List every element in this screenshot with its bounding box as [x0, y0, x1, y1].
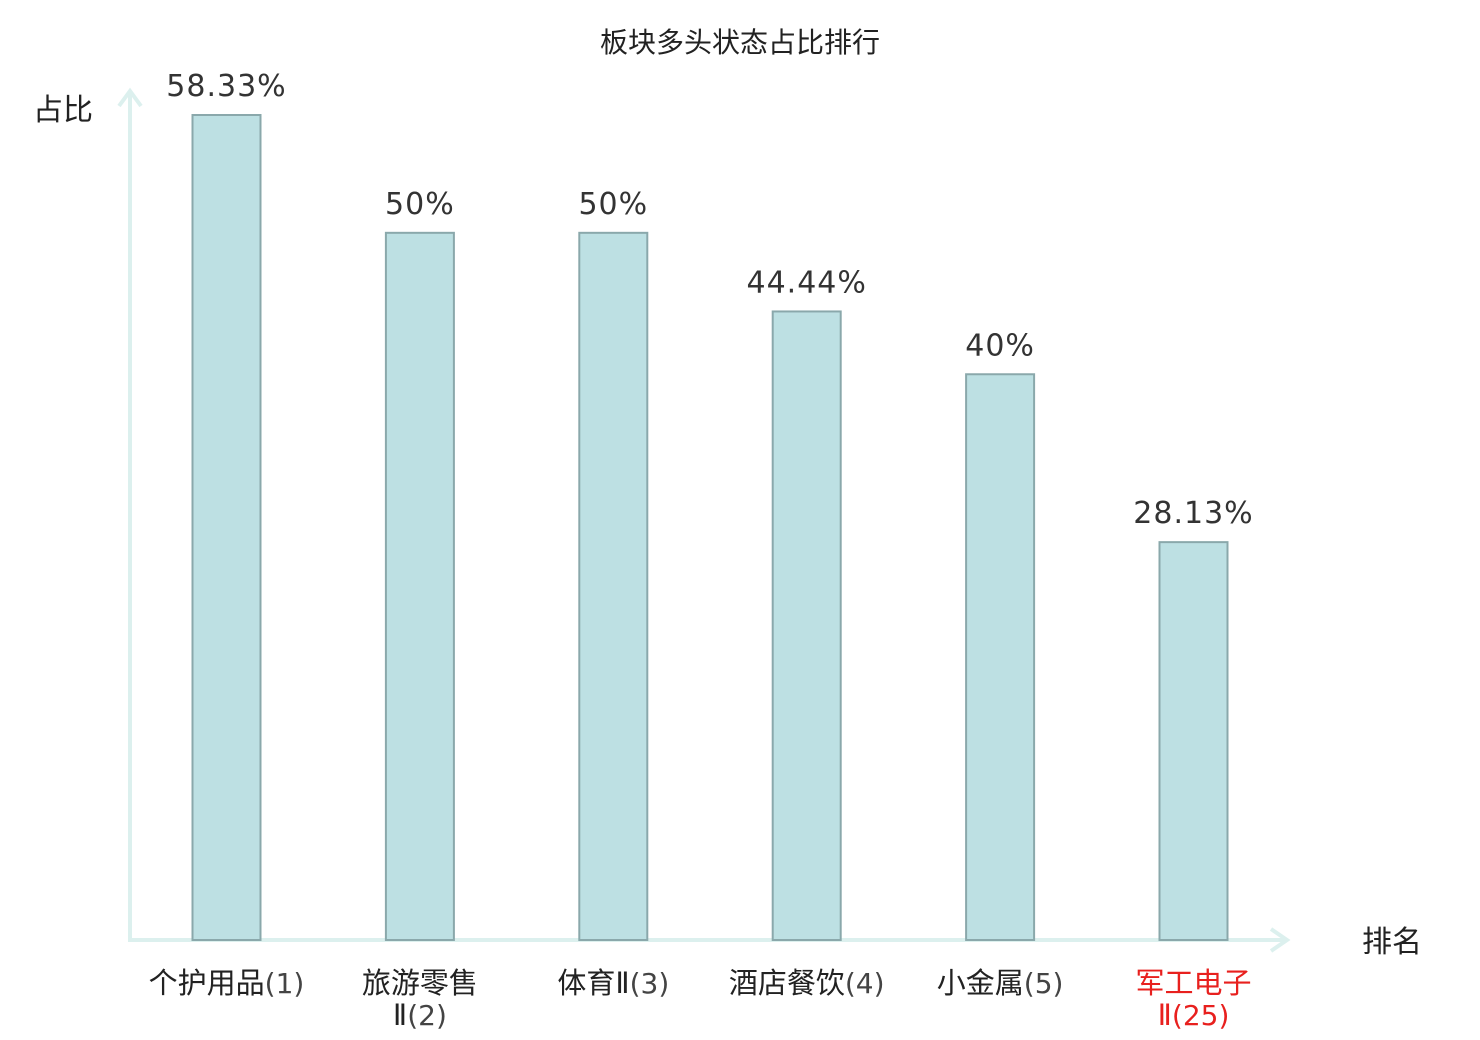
value-labels: 58.33% 50% 50% 44.44% 40% 28.13%: [166, 69, 1253, 531]
category-label: 旅游零售: [362, 966, 478, 1000]
category-label: 酒店餐饮(4): [729, 966, 885, 1000]
bar-value-label: 50%: [385, 187, 455, 222]
bar-3: [578, 231, 649, 942]
category-label: 个护用品(1): [149, 966, 305, 1000]
bar-value-label: 44.44%: [747, 265, 867, 300]
bar-2: [384, 231, 455, 942]
bar-4: [771, 310, 842, 941]
bar-value-label: 58.33%: [166, 69, 286, 104]
bar-6: [1158, 541, 1229, 941]
bar-value-label: 40%: [965, 328, 1035, 363]
y-axis: [117, 87, 143, 940]
chart-title: 板块多头状态占比排行: [600, 26, 880, 59]
bar-series: [191, 114, 1229, 942]
category-label: Ⅱ(25): [1158, 998, 1230, 1032]
x-axis: [128, 927, 1291, 953]
x-axis-arrow-icon: [1269, 927, 1291, 953]
bar-1: [191, 114, 262, 941]
category-label: 小金属(5): [937, 966, 1064, 1000]
category-label: 体育Ⅱ(3): [557, 966, 669, 1000]
y-axis-label: 占比: [33, 93, 93, 128]
category-label: Ⅱ(2): [393, 998, 447, 1032]
y-axis-arrow-icon: [117, 87, 143, 108]
bar-5: [965, 373, 1036, 942]
x-axis-label: 排名: [1362, 925, 1422, 960]
bar-value-label: 50%: [578, 187, 648, 222]
bar-value-label: 28.13%: [1133, 496, 1253, 531]
category-label: 军工电子: [1135, 966, 1251, 1000]
